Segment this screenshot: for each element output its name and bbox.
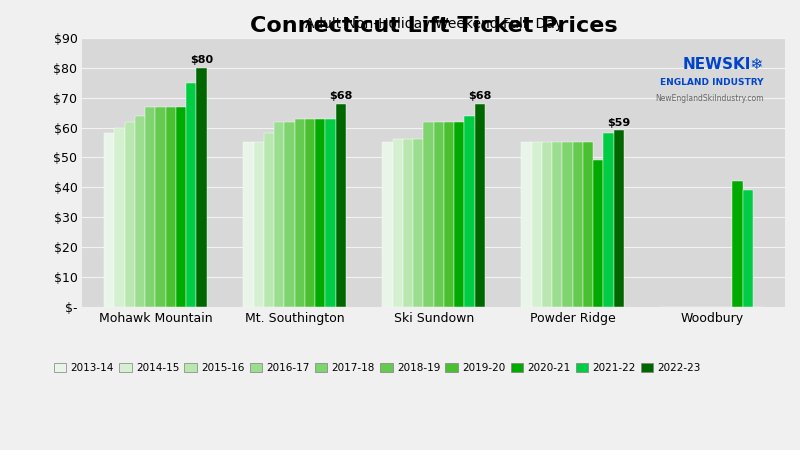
Bar [552, 143, 562, 307]
Bar [532, 143, 542, 307]
Title: Connecticut Lift Ticket Prices: Connecticut Lift Ticket Prices [250, 16, 618, 36]
Bar [464, 116, 474, 307]
Bar [254, 143, 264, 307]
Bar [413, 140, 423, 307]
Bar [614, 130, 624, 307]
Bar [155, 107, 166, 307]
Bar [166, 107, 176, 307]
Bar [542, 143, 552, 307]
Bar [135, 116, 146, 307]
Bar [474, 104, 485, 307]
Bar [573, 143, 583, 307]
Bar [423, 122, 434, 307]
Text: NewEnglandSkiIndustry.com: NewEnglandSkiIndustry.com [655, 94, 764, 103]
Text: $68: $68 [468, 90, 491, 100]
Bar [146, 107, 155, 307]
Bar [326, 118, 335, 307]
Bar [305, 118, 315, 307]
Bar [562, 143, 573, 307]
Bar [186, 83, 197, 307]
Bar [104, 134, 114, 307]
Bar [284, 122, 294, 307]
Bar [264, 134, 274, 307]
Bar [742, 190, 753, 307]
Bar [603, 134, 614, 307]
Bar [583, 143, 594, 307]
Text: $68: $68 [329, 90, 352, 100]
Bar [522, 143, 532, 307]
Text: Adult Non-Holiday Weekend Full  Day: Adult Non-Holiday Weekend Full Day [305, 17, 562, 31]
Bar [125, 122, 135, 307]
Text: NEWSKI❄: NEWSKI❄ [682, 57, 764, 72]
Bar [197, 68, 206, 307]
Legend: 2013-14, 2014-15, 2015-16, 2016-17, 2017-18, 2018-19, 2019-20, 2020-21, 2021-22,: 2013-14, 2014-15, 2015-16, 2016-17, 2017… [50, 359, 705, 378]
Bar [732, 181, 742, 307]
Text: ENGLAND INDUSTRY: ENGLAND INDUSTRY [661, 78, 764, 87]
Bar [294, 118, 305, 307]
Bar [454, 122, 464, 307]
Bar [243, 143, 254, 307]
Bar [176, 107, 186, 307]
Text: $80: $80 [190, 54, 213, 65]
Bar [335, 104, 346, 307]
Bar [315, 118, 326, 307]
Bar [444, 122, 454, 307]
Text: $59: $59 [607, 117, 630, 127]
Bar [382, 143, 393, 307]
Bar [274, 122, 284, 307]
Bar [393, 140, 403, 307]
Bar [434, 122, 444, 307]
Bar [403, 140, 413, 307]
Bar [114, 127, 125, 307]
Bar [594, 161, 603, 307]
